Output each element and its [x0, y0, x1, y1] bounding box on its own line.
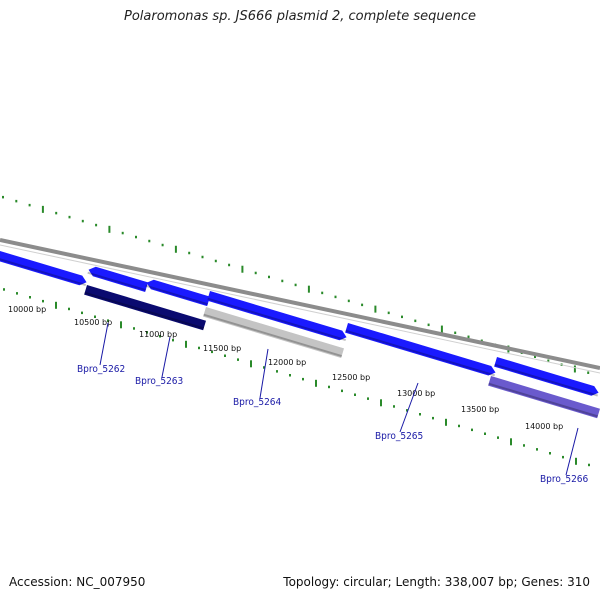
gene-Bpro_5266	[488, 376, 600, 419]
gene-leader-line	[161, 336, 171, 378]
map-title: Polaromonas sp. JS666 plasmid 2, complet…	[123, 9, 476, 24]
gene-track	[0, 251, 600, 419]
scale-label: 10000 bp	[8, 305, 46, 314]
scale-label: 11000 bp	[139, 330, 177, 339]
gene-forward-3	[145, 279, 210, 307]
scale-label: 13000 bp	[397, 389, 435, 398]
scale-label: 11500 bp	[203, 344, 241, 353]
backbone-inner-line	[0, 244, 600, 374]
gene-label: Bpro_5263	[135, 376, 183, 387]
gene-Bpro_5264	[203, 307, 344, 358]
scale-labels: 10000 bp 10500 bp 11000 bp 11500 bp 12000 bp…	[8, 305, 563, 431]
gene-label: Bpro_5265	[375, 431, 423, 442]
gene-label: Bpro_5266	[540, 474, 589, 485]
gene-label: Bpro_5264	[233, 397, 282, 408]
backbone	[0, 238, 600, 374]
scale-label: 13500 bp	[461, 405, 499, 414]
backbone-outer-line	[0, 238, 600, 370]
gene-forward-6	[494, 357, 599, 397]
gene-leader-line	[259, 348, 269, 399]
inner-tick-ring	[3, 288, 590, 467]
gene-leader-line	[565, 427, 579, 476]
gene-forward-4	[207, 291, 347, 342]
scale-label: 12000 bp	[268, 358, 306, 367]
gene-leader-line	[399, 382, 419, 433]
sequence-summary: Topology: circular; Length: 338,007 bp; …	[283, 575, 590, 589]
gene-leader-line	[99, 322, 109, 366]
gene-forward-1	[0, 251, 87, 287]
accession-text: Accession: NC_007950	[9, 575, 146, 589]
scale-label: 10500 bp	[74, 318, 112, 327]
gene-forward-5	[345, 323, 496, 377]
gene-forward-2	[87, 266, 149, 292]
gene-Bpro_5262	[84, 285, 207, 331]
gene-labels: Bpro_5262 Bpro_5263 Bpro_5264 Bpro_5265 Bpro…	[77, 322, 589, 485]
scale-label: 14000 bp	[525, 422, 563, 431]
scale-label: 12500 bp	[332, 373, 370, 382]
gene-label: Bpro_5262	[77, 364, 125, 375]
